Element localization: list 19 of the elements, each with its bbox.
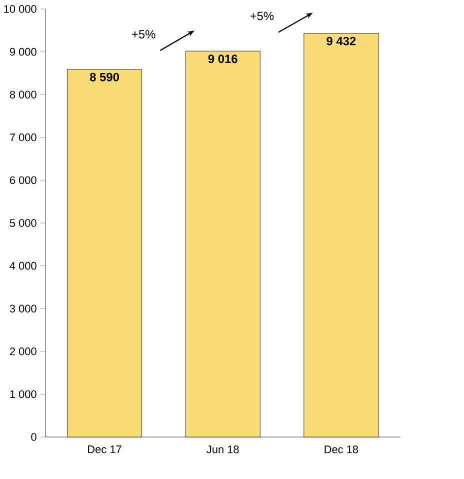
y-tick-label: 4 000: [10, 262, 37, 270]
y-tick-label: 8 000: [10, 90, 37, 98]
y-tick-label: 2 000: [10, 348, 37, 356]
y-tick-label: 0: [31, 433, 37, 441]
y-tick-label: 6 000: [10, 176, 37, 184]
y-tick-label: 10 000: [4, 5, 37, 13]
data-label: 8 590: [90, 72, 120, 82]
data-label: 9 432: [326, 36, 356, 46]
y-tick-label: 3 000: [10, 304, 37, 312]
x-tick-label: Dec 18: [324, 446, 358, 454]
y-tick-label: 9 000: [10, 48, 37, 56]
x-tick-label: Dec 17: [88, 446, 122, 454]
y-tick-label: 5 000: [10, 219, 37, 227]
y-tick-label: 7 000: [10, 134, 37, 142]
x-tick-label: Jun 18: [206, 446, 240, 454]
data-label: 9 016: [208, 54, 238, 64]
annotation: +5%: [132, 30, 156, 38]
y-tick-label: 1 000: [10, 390, 37, 398]
annotation: +5%: [250, 12, 274, 20]
